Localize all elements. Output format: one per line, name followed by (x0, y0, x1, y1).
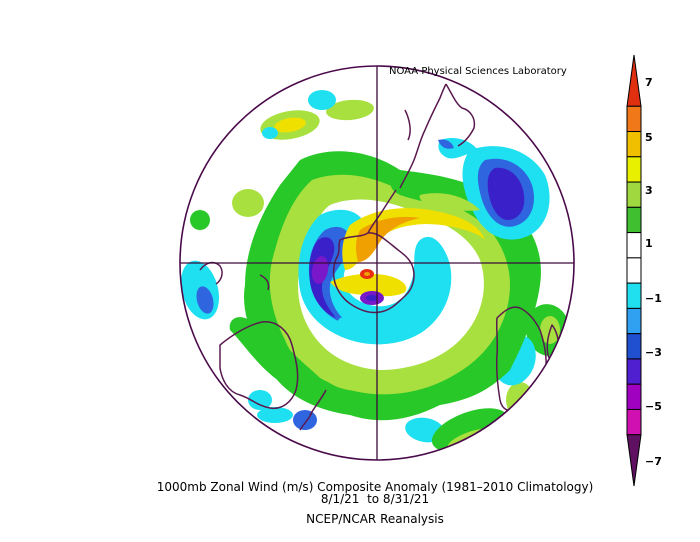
anomaly-contour-indigo (487, 167, 525, 220)
colorbar-label-1: 1 (645, 237, 653, 250)
coastline-australia (219, 321, 299, 410)
coastlines (199, 83, 560, 431)
colorbar (626, 54, 642, 487)
colorbar-segment (626, 232, 642, 259)
anomaly-contour-orange (355, 216, 420, 262)
colorbar-segment (626, 358, 642, 385)
anomaly-contour (190, 210, 210, 230)
caption-date-range: 8/1/21 to 8/31/21 (320, 492, 430, 506)
colorbar-segment (626, 383, 642, 410)
anomaly-contour-blue (438, 139, 454, 149)
anomaly-contour-lime (318, 365, 365, 391)
anomaly-contour (248, 390, 272, 410)
anomaly-contour-green (229, 317, 335, 397)
anomaly-contour (308, 90, 336, 110)
colorbar-segment (626, 131, 642, 158)
anomaly-contour (293, 410, 317, 430)
anomaly-contour (262, 127, 278, 139)
colorbar-label-3: 3 (645, 184, 653, 197)
coastline-south-america (399, 83, 447, 189)
coastline-antarctic-peninsula (367, 189, 397, 234)
colorbar-label-neg3: −3 (645, 346, 662, 359)
anomaly-contour-cyan (337, 317, 382, 338)
anomaly-contour (196, 286, 214, 314)
anomaly-field-shading (180, 90, 571, 452)
anomaly-contour (431, 408, 509, 452)
anomaly-contour-cyan (391, 317, 425, 335)
colorbar-label-5: 5 (645, 131, 653, 144)
coastline-new-zealand (299, 411, 313, 431)
colorbar-label-neg5: −5 (645, 400, 662, 413)
caption-title: 1000mb Zonal Wind (m/s) Composite Anomal… (156, 480, 594, 494)
anomaly-contour-lime (419, 193, 480, 211)
coastline-south-america (445, 83, 476, 147)
anomaly-contour (232, 189, 264, 217)
colorbar-segment (626, 105, 642, 133)
colorbar-segment (626, 307, 642, 335)
colorbar-bottom-arrow (626, 434, 642, 487)
colorbar-label-7: 7 (645, 76, 653, 89)
colorbar-top-arrow (626, 54, 642, 107)
colorbar-label-neg1: −1 (645, 292, 662, 305)
credit-label: NOAA Physical Sciences Laboratory (389, 66, 567, 77)
coastline-antarctica (332, 232, 415, 314)
anomaly-contour (274, 117, 306, 133)
caption-dataset: NCEP/NCAR Reanalysis (306, 512, 444, 526)
colorbar-segment (626, 181, 642, 208)
colorbar-label-neg7: −7 (645, 455, 662, 468)
colorbar-segment (626, 408, 642, 436)
anomaly-contour-yellow (330, 273, 407, 297)
anomaly-contour-orange (364, 272, 370, 276)
colorbar-segment (626, 282, 642, 309)
map-boundary-circle (179, 65, 575, 461)
anomaly-contour (257, 407, 293, 423)
colorbar-segment (626, 257, 642, 284)
coastline-islands (199, 261, 223, 285)
colorbar-segment (626, 333, 642, 360)
coastline-islands (404, 109, 411, 141)
anomaly-contour-indigo (366, 295, 378, 301)
coastline-islands (259, 274, 270, 291)
anomaly-contour (326, 99, 374, 121)
colorbar-segment (626, 206, 642, 234)
colorbar-segment (626, 156, 642, 183)
